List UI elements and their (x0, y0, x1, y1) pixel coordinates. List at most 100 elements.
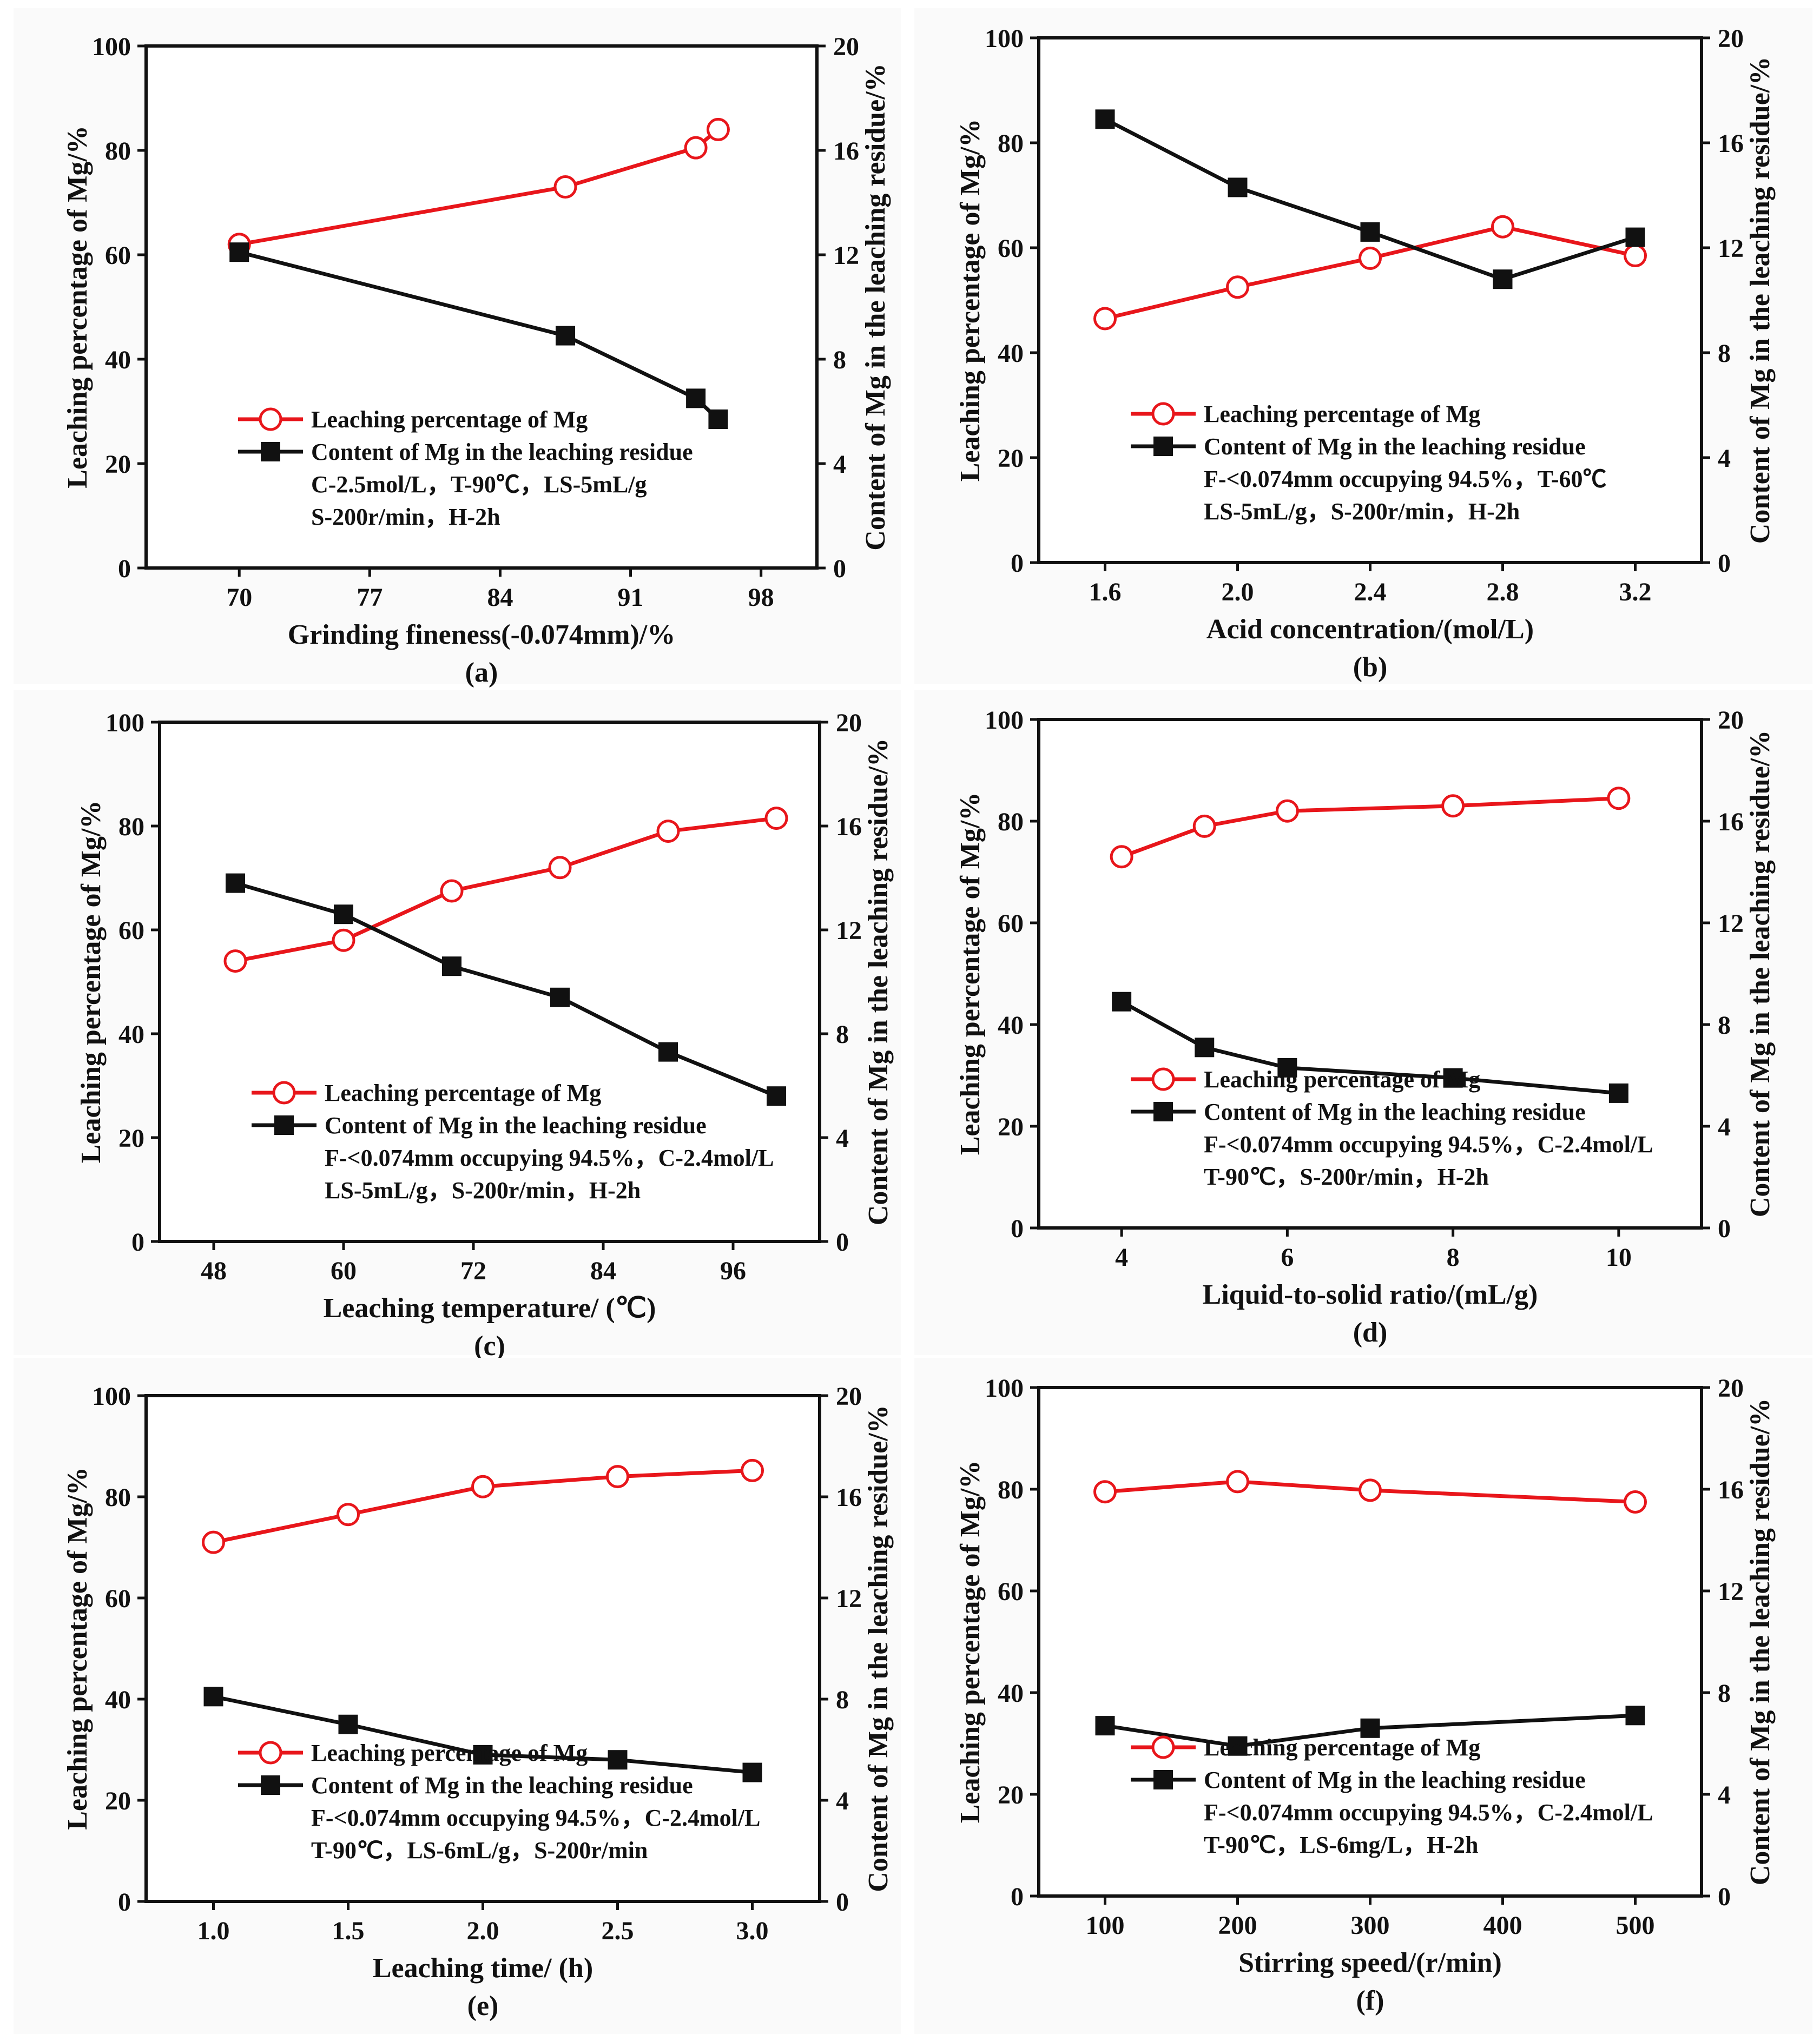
plot-frame (1037, 1386, 1703, 1898)
x-axis-title: Grinding fineness(-0.074mm)/% (288, 619, 675, 650)
y2-tick-label: 8 (836, 1686, 849, 1714)
data-point-leaching-percentage (202, 1530, 225, 1554)
y-tick-label: 0 (118, 554, 131, 583)
data-point-leaching-percentage (606, 1465, 629, 1489)
plot-frame (1037, 36, 1703, 564)
data-point-mg-content (1095, 1716, 1115, 1736)
legend-circle-marker (259, 1741, 282, 1765)
y2-tick-label: 4 (1718, 444, 1731, 473)
data-point-mg-content (1277, 1058, 1297, 1078)
x-tick-label: 400 (1483, 1911, 1522, 1940)
x-tick-label: 1.5 (332, 1917, 365, 1945)
x-tick-label: 2.8 (1487, 578, 1519, 606)
y-tick-label: 40 (998, 339, 1024, 368)
y2-tick-label: 16 (833, 137, 859, 166)
legend-circle-marker (1151, 1067, 1175, 1091)
x-tick-label: 2.0 (467, 1917, 499, 1945)
data-point-leaching-percentage (1359, 246, 1382, 270)
data-point-mg-content (608, 1750, 628, 1770)
y-tick-label: 40 (998, 1011, 1024, 1040)
condition-text: F-<0.074mm occupying 94.5%，C-2.4mol/L (311, 1805, 760, 1831)
panel-b: 1.6 2.0 2.4 2.8 3.2 0 20 40 60 80 100 0 4 8 12 16 20 Acid… (914, 8, 1812, 684)
legend-square-marker (261, 442, 280, 461)
y2-tick-label: 4 (836, 1787, 849, 1815)
plot-frame (158, 721, 821, 1243)
y2-tick-label: 4 (833, 450, 846, 479)
panel-e: 1.0 1.5 2.0 2.5 3.0 0 20 40 60 80 100 0 4 8 12 16 20 Leac… (14, 1358, 901, 2034)
y-tick-label: 60 (105, 1584, 131, 1613)
y2-tick-label: 12 (836, 1584, 862, 1613)
legend-label: Leaching percentage of Mg (1204, 1066, 1480, 1093)
x-tick-label: 10 (1606, 1243, 1632, 1272)
data-point-leaching-percentage (471, 1475, 494, 1498)
y-axis-title: Leaching percentage of Mg/% (955, 119, 986, 482)
x-axis-title: Liquid-to-solid ratio/(mL/g) (1203, 1279, 1538, 1310)
x-tick-label: 96 (720, 1257, 746, 1285)
y-axis-title: Leaching percentage of Mg/% (62, 126, 93, 488)
y-tick-label: 80 (118, 813, 144, 841)
data-point-leaching-percentage (1441, 794, 1465, 818)
legend-label: Leaching percentage of Mg (1204, 401, 1480, 427)
y-tick-label: 80 (105, 1483, 131, 1512)
x-tick-label: 98 (748, 583, 774, 612)
y-tick-label: 40 (105, 346, 131, 374)
y2-axis-title: Content of Mg in the leaching residue/% (1745, 730, 1776, 1217)
x-tick-label: 77 (357, 583, 383, 612)
data-point-leaching-percentage (1624, 1490, 1647, 1514)
data-point-leaching-percentage (656, 820, 680, 843)
data-point-mg-content (334, 904, 353, 924)
y2-tick-label: 0 (836, 1888, 849, 1917)
x-tick-label: 3.0 (736, 1917, 769, 1945)
series-line-mg-content (235, 881, 777, 1098)
y-tick-label: 0 (131, 1228, 144, 1257)
data-point-mg-content (742, 1762, 762, 1782)
x-tick-label: 72 (460, 1257, 486, 1285)
data-point-leaching-percentage (553, 175, 577, 199)
data-point-leaching-percentage (1275, 799, 1299, 823)
condition-text: T-90℃，LS-6mL/g，S-200r/min (311, 1837, 648, 1864)
x-tick-label: 3.2 (1619, 578, 1652, 606)
y2-tick-label: 8 (836, 1020, 849, 1049)
data-point-leaching-percentage (548, 856, 572, 880)
y-tick-label: 40 (998, 1679, 1024, 1708)
data-point-mg-content (1608, 1083, 1628, 1103)
data-point-mg-content (442, 956, 461, 976)
y2-tick-label: 12 (1718, 1577, 1744, 1606)
panel-c: 48 60 72 84 96020406080100048121620Leaching … (14, 690, 901, 1362)
y-tick-label: 100 (985, 706, 1024, 735)
series-line-leaching-percentage (1105, 1479, 1636, 1504)
data-point-leaching-percentage (1192, 814, 1216, 838)
legend-square-marker (1153, 437, 1173, 456)
data-point-mg-content (229, 242, 249, 262)
x-tick-label: 6 (1281, 1243, 1294, 1272)
panel-f: 100 200 300 400 500 0 20 40 60 80 100 0 4 8 12 16 20 Stir… (914, 1358, 1812, 2034)
series-line-mg-content (239, 250, 720, 421)
legend-label: Content of Mg in the leaching residue (1204, 1767, 1586, 1793)
data-point-mg-content (550, 987, 570, 1007)
legend-label: Leaching percentage of Mg (325, 1080, 601, 1106)
y2-tick-label: 20 (836, 1382, 862, 1411)
y-tick-label: 40 (105, 1686, 131, 1714)
y2-tick-label: 20 (833, 32, 859, 61)
data-point-leaching-percentage (1226, 275, 1249, 299)
data-point-leaching-percentage (337, 1503, 360, 1527)
y-tick-label: 0 (1011, 549, 1024, 578)
y-tick-label: 100 (105, 709, 144, 737)
data-point-mg-content (1195, 1038, 1215, 1058)
data-point-leaching-percentage (332, 928, 355, 952)
y2-tick-label: 8 (1718, 1679, 1731, 1708)
data-point-mg-content (338, 1714, 358, 1734)
y-axis-title: Leaching percentage of Mg/% (62, 1467, 93, 1830)
y2-tick-label: 12 (1718, 909, 1744, 938)
y2-tick-label: 8 (1718, 339, 1731, 368)
x-tick-label: 91 (618, 583, 644, 612)
data-point-leaching-percentage (1093, 307, 1117, 331)
x-tick-label: 1.6 (1089, 578, 1122, 606)
y2-tick-label: 12 (1718, 234, 1744, 263)
data-point-leaching-percentage (764, 807, 788, 830)
x-tick-label: 300 (1351, 1911, 1390, 1940)
condition-text: LS-5mL/g，S-200r/min，H-2h (325, 1177, 641, 1204)
x-tick-label: 84 (487, 583, 513, 612)
legend-label: Content of Mg in the leaching residue (325, 1112, 707, 1139)
data-point-leaching-percentage (1226, 1470, 1249, 1494)
